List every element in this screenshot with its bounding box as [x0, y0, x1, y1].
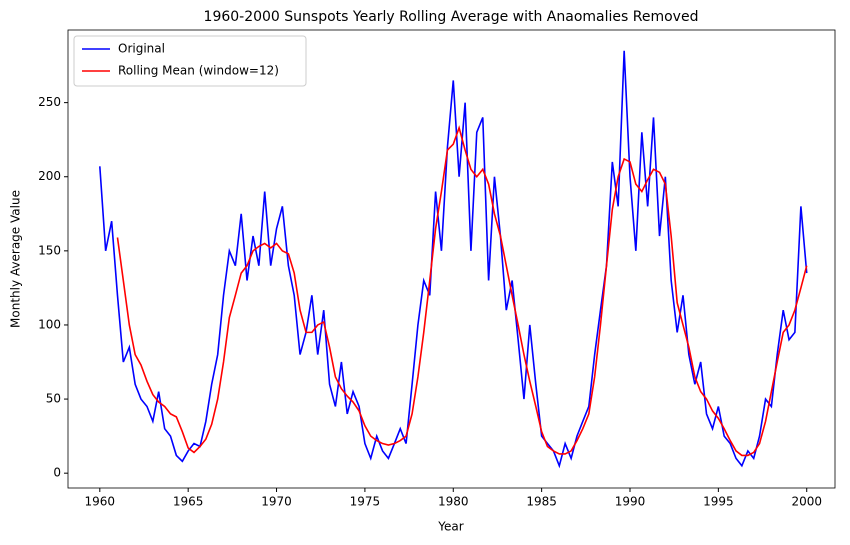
x-tick-label: 1975: [350, 495, 381, 509]
x-axis-label: Year: [437, 520, 463, 534]
x-tick-label: 1980: [438, 495, 469, 509]
x-tick-label: 1995: [703, 495, 734, 509]
x-tick-label: 1960: [85, 495, 116, 509]
legend-label: Original: [118, 42, 165, 56]
x-tick-label: 1970: [261, 495, 292, 509]
y-tick-label: 150: [38, 243, 61, 257]
x-tick-label: 1985: [526, 495, 557, 509]
y-tick-label: 250: [38, 95, 61, 109]
y-tick-label: 0: [53, 466, 61, 480]
y-axis-label: Monthly Average Value: [9, 190, 23, 328]
x-tick-label: 1990: [615, 495, 646, 509]
data-line: [116, 125, 808, 457]
data-line: [99, 50, 808, 469]
y-tick-label: 200: [38, 169, 61, 183]
chart-title: 1960-2000 Sunspots Yearly Rolling Averag…: [204, 9, 699, 25]
legend-box: [73, 35, 307, 87]
y-tick-label: 50: [46, 392, 61, 406]
legend-label: Rolling Mean (window=12): [118, 64, 279, 78]
plot-area: [67, 29, 836, 489]
y-tick-label: 100: [38, 317, 61, 331]
x-tick-label: 2000: [791, 495, 822, 509]
x-tick-label: 1965: [173, 495, 204, 509]
